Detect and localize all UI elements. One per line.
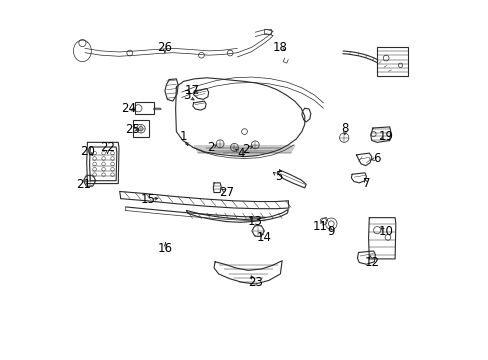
FancyBboxPatch shape: [376, 47, 407, 76]
Text: 4: 4: [237, 147, 244, 159]
Text: 2: 2: [242, 143, 249, 156]
Text: 25: 25: [125, 123, 140, 136]
Text: 11: 11: [312, 220, 326, 233]
Text: 12: 12: [364, 256, 379, 269]
Text: 20: 20: [80, 145, 95, 158]
Text: 21: 21: [76, 178, 91, 191]
FancyBboxPatch shape: [135, 102, 154, 114]
Text: 9: 9: [326, 225, 334, 238]
FancyBboxPatch shape: [264, 30, 270, 34]
Text: 16: 16: [158, 242, 173, 255]
Text: 10: 10: [378, 225, 393, 238]
Text: 17: 17: [184, 84, 200, 97]
Text: 7: 7: [362, 177, 369, 190]
Text: 27: 27: [219, 186, 234, 199]
Text: 2: 2: [206, 141, 214, 154]
Text: 5: 5: [274, 170, 282, 183]
Text: 22: 22: [100, 141, 115, 154]
Text: 19: 19: [378, 130, 393, 144]
Text: 23: 23: [247, 276, 262, 289]
Text: 18: 18: [272, 41, 286, 54]
Text: 8: 8: [341, 122, 348, 135]
Text: 3: 3: [183, 89, 190, 102]
Text: 6: 6: [373, 152, 380, 165]
Text: 14: 14: [256, 231, 271, 244]
FancyBboxPatch shape: [132, 121, 149, 137]
Text: 26: 26: [157, 41, 172, 54]
Text: 15: 15: [140, 193, 155, 206]
Text: 24: 24: [122, 102, 136, 115]
Text: 13: 13: [247, 215, 262, 228]
Text: 1: 1: [180, 130, 187, 144]
